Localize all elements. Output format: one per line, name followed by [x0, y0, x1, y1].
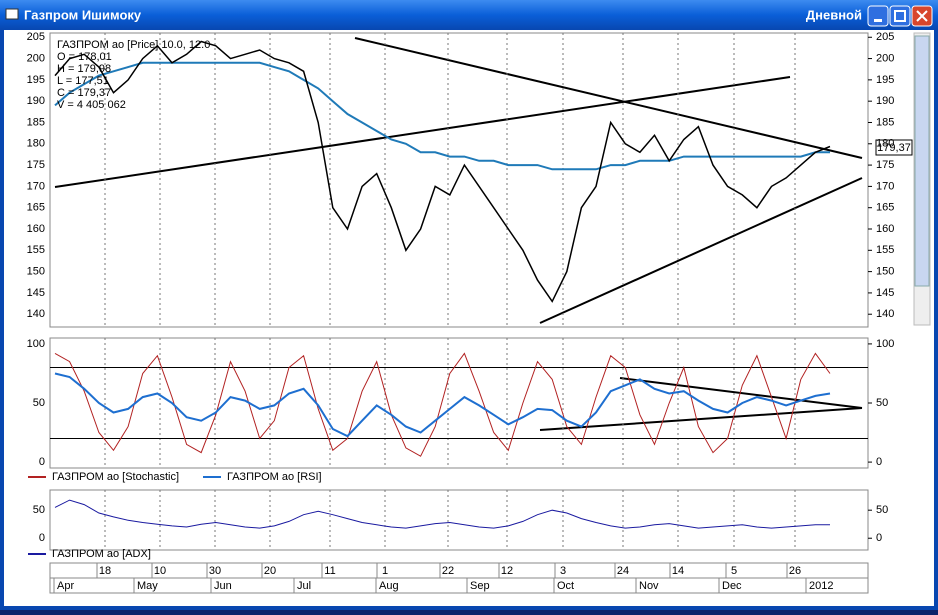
y-tick-label-right: 175	[876, 159, 894, 171]
month-label: 2012	[809, 580, 833, 592]
y-tick-label-left: 50	[33, 397, 45, 409]
y-tick-label-right: 155	[876, 244, 894, 256]
trend-line	[619, 377, 863, 409]
minimize-button[interactable]	[867, 5, 889, 27]
y-tick-label-right: 165	[876, 202, 894, 214]
day-label: 22	[442, 565, 454, 577]
month-label: Nov	[639, 580, 659, 592]
legend-label: ГАЗПРОМ ао [ADX]	[52, 548, 151, 560]
price-info: O = 178,01	[57, 51, 112, 63]
y-tick-label-left: 170	[27, 180, 45, 192]
maximize-icon	[894, 10, 906, 22]
y-tick-label-left: 175	[27, 159, 45, 171]
y-tick-label-right: 200	[876, 52, 894, 64]
day-label: 18	[99, 565, 111, 577]
month-label: Jun	[214, 580, 232, 592]
y-tick-label-left: 165	[27, 202, 45, 214]
day-label: 24	[617, 565, 629, 577]
y-tick-label-left: 140	[27, 308, 45, 320]
minimize-icon	[874, 19, 882, 22]
legend-label: ГАЗПРОМ ао [Stochastic]	[52, 471, 179, 483]
y-tick-label-left: 150	[27, 266, 45, 278]
day-label: 11	[324, 565, 335, 577]
y-tick-label-left: 50	[33, 504, 45, 516]
y-tick-label-left: 155	[27, 244, 45, 256]
month-label: May	[137, 580, 158, 592]
y-tick-label-right: 50	[876, 504, 888, 516]
day-label: 3	[560, 565, 566, 577]
month-label: Aug	[379, 580, 399, 592]
last-price: 179,37	[877, 142, 911, 154]
y-tick-label-right: 170	[876, 180, 894, 192]
trend-line	[54, 76, 791, 188]
moving-average	[54, 61, 830, 171]
y-tick-label-right: 195	[876, 74, 894, 86]
window-buttons	[867, 5, 933, 27]
y-tick-label-right: 190	[876, 95, 894, 107]
month-label: Dec	[722, 580, 742, 592]
adx-line	[54, 499, 830, 529]
y-tick-label-left: 200	[27, 52, 45, 64]
y-tick-label-right: 185	[876, 116, 894, 128]
price-info: V = 4 405 062	[57, 99, 126, 111]
y-tick-label-left: 145	[27, 287, 45, 299]
day-label: 14	[672, 565, 684, 577]
title-bar	[0, 0, 938, 30]
y-tick-label-right: 205	[876, 31, 894, 43]
maximize-button[interactable]	[889, 5, 911, 27]
y-tick-label-left: 100	[27, 338, 45, 350]
last-price-box	[875, 139, 913, 156]
legend-label: ГАЗПРОМ ао [RSI]	[227, 471, 322, 483]
y-tick-label-left: 195	[27, 74, 45, 86]
y-tick-label-right: 150	[876, 266, 894, 278]
y-tick-label-left: 160	[27, 223, 45, 235]
trend-line	[539, 177, 863, 324]
y-tick-label-right: 145	[876, 287, 894, 299]
adx-panel	[49, 489, 869, 551]
y-tick-label-left: 190	[27, 95, 45, 107]
y-tick-label-right: 140	[876, 308, 894, 320]
y-tick-label-left: 205	[27, 31, 45, 43]
price-info: C = 179,37	[57, 87, 111, 99]
y-tick-label-right: 0	[876, 532, 882, 544]
day-label: 10	[154, 565, 166, 577]
y-tick-label-left: 0	[39, 456, 45, 468]
month-label: Sep	[470, 580, 490, 592]
day-label: 26	[789, 565, 801, 577]
day-label: 1	[382, 565, 388, 577]
window-title: Газпром Ишимоку	[24, 7, 142, 22]
y-tick-label-right: 180	[876, 138, 894, 150]
close-icon	[916, 10, 928, 22]
price-info: H = 179,98	[57, 63, 111, 75]
y-tick-label-right: 50	[876, 397, 888, 409]
window-icon	[5, 8, 19, 20]
trend-line	[354, 37, 863, 159]
trend-line	[539, 407, 863, 431]
y-tick-label-left: 185	[27, 116, 45, 128]
y-tick-label-right: 100	[876, 338, 894, 350]
day-label: 5	[731, 565, 737, 577]
month-label: Apr	[57, 580, 74, 592]
y-tick-label-right: 160	[876, 223, 894, 235]
y-tick-label-left: 0	[39, 532, 45, 544]
scroll-thumb[interactable]	[914, 35, 930, 287]
price-info: ГАЗПРОМ ао [Price] 10.0, 12.0	[57, 39, 210, 51]
y-tick-label-left: 180	[27, 138, 45, 150]
price-line	[54, 40, 831, 303]
price-info: L = 177,51	[57, 75, 109, 87]
month-label: Oct	[557, 580, 574, 592]
price-panel	[49, 32, 869, 328]
day-label: 20	[264, 565, 276, 577]
y-tick-label-right: 0	[876, 456, 882, 468]
day-label: 30	[209, 565, 221, 577]
timeframe[interactable]: Дневной	[806, 7, 862, 22]
rsi-line	[54, 372, 831, 438]
month-label: Jul	[297, 580, 311, 592]
stochastic-line	[54, 352, 831, 457]
day-label: 12	[501, 565, 513, 577]
